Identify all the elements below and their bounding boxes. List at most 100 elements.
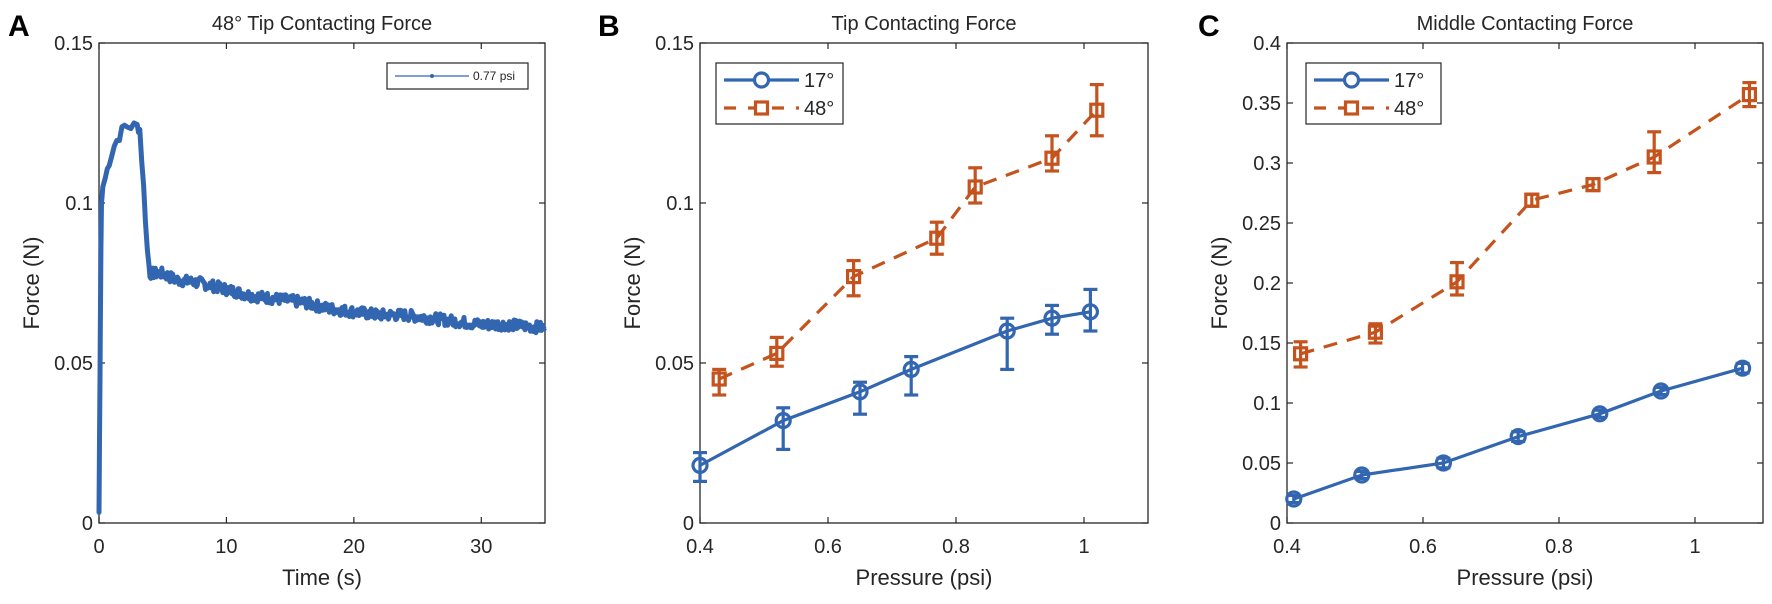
axes-box bbox=[98, 42, 546, 524]
legend-marker bbox=[1343, 100, 1360, 116]
legend-label: 48° bbox=[1394, 98, 1424, 120]
y-tick-label: 0.1 bbox=[666, 193, 694, 215]
y-tick-label: 0.05 bbox=[1242, 453, 1281, 475]
square-marker bbox=[1524, 192, 1540, 208]
error-bar bbox=[968, 166, 983, 205]
legend: 0.77 psi bbox=[386, 62, 529, 90]
panel-b: B Tip Contacting Force 0.4 0.6 0.8 1 0 0.05 0.1 0… bbox=[598, 10, 1149, 590]
y-tick-label: 0.1 bbox=[65, 193, 93, 215]
circle-marker bbox=[774, 412, 792, 430]
circle-marker bbox=[1509, 428, 1527, 446]
chart-title: 48° Tip Contacting Force bbox=[212, 13, 432, 35]
chart-title: Middle Contacting Force bbox=[1417, 13, 1634, 35]
series-1 bbox=[1285, 359, 1752, 508]
x-tick-label: 1 bbox=[1689, 536, 1700, 558]
circle-marker bbox=[1434, 454, 1453, 472]
legend-marker bbox=[752, 71, 771, 89]
circle-marker bbox=[1353, 466, 1371, 484]
error-bar bbox=[1000, 316, 1015, 371]
square-marker bbox=[1044, 150, 1060, 166]
x-tick-label: 10 bbox=[215, 536, 237, 558]
data-point bbox=[97, 425, 102, 429]
x-tick-label: 20 bbox=[343, 536, 365, 558]
legend-label: 17° bbox=[1394, 70, 1424, 92]
x-tick-label: 0.6 bbox=[1409, 536, 1437, 558]
panel-a: A 48° Tip Contacting Force 0 10 20 30 0 0.05 0.1… bbox=[8, 10, 547, 590]
y-tick-label: 0.25 bbox=[1242, 213, 1281, 235]
legend-marker bbox=[1342, 71, 1361, 89]
error-bar bbox=[1450, 261, 1464, 297]
data-point bbox=[97, 511, 101, 516]
square-marker bbox=[845, 269, 862, 285]
legend-marker bbox=[430, 74, 434, 78]
x-tick-label: 30 bbox=[470, 536, 492, 558]
x-axis-label: Pressure (psi) bbox=[856, 565, 993, 590]
error-bar bbox=[1083, 287, 1098, 333]
circle-marker bbox=[1733, 359, 1752, 377]
x-axis-label: Time (s) bbox=[282, 565, 362, 590]
legend-label: 17° bbox=[804, 70, 834, 92]
error-bar bbox=[1293, 340, 1308, 369]
x-tick-label: 0.8 bbox=[942, 536, 970, 558]
x-tick-label: 0 bbox=[93, 536, 104, 558]
y-tick-label: 0.3 bbox=[1253, 153, 1281, 175]
series-1 bbox=[691, 287, 1100, 483]
square-marker bbox=[1646, 149, 1662, 165]
legend-label: 0.77 psi bbox=[473, 69, 515, 83]
error-bar bbox=[1089, 82, 1104, 138]
y-tick-label: 0 bbox=[683, 513, 694, 535]
x-axis-label: Pressure (psi) bbox=[1457, 565, 1594, 590]
series-2 bbox=[1292, 80, 1758, 369]
panel-letter: B bbox=[598, 10, 620, 43]
panel-letter: C bbox=[1198, 10, 1220, 43]
x-tick-label: 0.8 bbox=[1545, 536, 1573, 558]
y-axis-label: Force (N) bbox=[620, 237, 645, 330]
error-bar bbox=[929, 220, 944, 256]
legend-label: 48° bbox=[804, 98, 834, 120]
square-marker bbox=[711, 371, 727, 387]
data-point bbox=[99, 201, 104, 205]
y-tick-label: 0.2 bbox=[1253, 273, 1281, 295]
square-marker bbox=[1292, 346, 1309, 362]
y-tick-label: 0.15 bbox=[1242, 333, 1281, 355]
error-bar bbox=[1742, 80, 1757, 109]
circle-marker bbox=[1043, 309, 1061, 327]
square-marker bbox=[769, 345, 785, 361]
data-point bbox=[99, 249, 103, 253]
square-marker bbox=[1585, 177, 1601, 193]
y-axis-label: Force (N) bbox=[1207, 237, 1232, 330]
series-2 bbox=[711, 82, 1105, 397]
circle-marker bbox=[1652, 382, 1670, 400]
x-tick-label: 1 bbox=[1078, 536, 1089, 558]
square-marker bbox=[1367, 324, 1384, 340]
legend-marker bbox=[753, 100, 770, 116]
y-tick-label: 0.05 bbox=[655, 353, 694, 375]
chart-title: Tip Contacting Force bbox=[832, 13, 1017, 35]
legend: 17°48° bbox=[1305, 62, 1442, 125]
y-tick-label: 0.15 bbox=[54, 33, 93, 55]
square-marker bbox=[1449, 274, 1465, 290]
circle-marker bbox=[1081, 303, 1100, 321]
y-tick-label: 0.05 bbox=[54, 353, 93, 375]
y-tick-label: 0 bbox=[82, 513, 93, 535]
square-marker bbox=[1741, 86, 1758, 103]
legend-box bbox=[715, 62, 844, 125]
circle-marker bbox=[691, 456, 709, 474]
y-tick-label: 0.15 bbox=[655, 33, 694, 55]
axes-box bbox=[699, 42, 1149, 524]
y-tick-label: 0.1 bbox=[1253, 393, 1281, 415]
square-marker bbox=[1089, 102, 1105, 118]
square-marker bbox=[967, 179, 983, 195]
circle-marker bbox=[998, 322, 1016, 340]
series-1 bbox=[96, 120, 547, 516]
panel-letter: A bbox=[8, 10, 30, 43]
y-tick-label: 0.35 bbox=[1242, 93, 1281, 115]
series-line bbox=[699, 310, 1091, 467]
x-tick-label: 0.4 bbox=[1273, 536, 1301, 558]
circle-marker bbox=[1591, 405, 1609, 423]
data-point bbox=[98, 329, 103, 333]
error-bar bbox=[769, 335, 784, 368]
series-line bbox=[1300, 93, 1751, 356]
trace-line bbox=[96, 120, 547, 514]
